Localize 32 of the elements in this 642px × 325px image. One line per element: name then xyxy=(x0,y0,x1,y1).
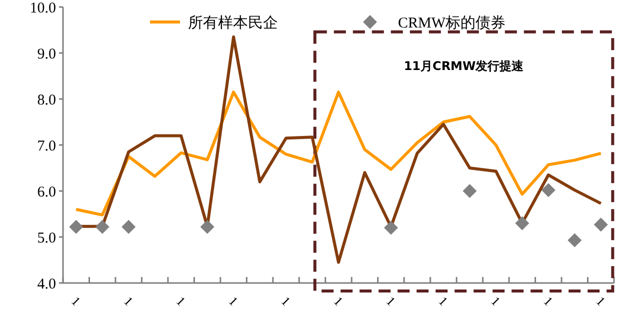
y-tick-label: 7.0 xyxy=(37,138,56,154)
x-tick-label: 1 xyxy=(120,293,136,309)
x-tick-label: 1 xyxy=(330,293,346,309)
legend-label: CRMW标的债券 xyxy=(398,14,506,32)
line-series xyxy=(74,90,602,216)
y-tick-label: 10.0 xyxy=(30,0,56,16)
x-tick-label: 1 xyxy=(173,293,189,309)
point xyxy=(568,233,582,248)
point xyxy=(95,220,110,234)
point xyxy=(200,220,214,234)
x-tick-label: 1 xyxy=(68,293,84,309)
x-tick-label: 1 xyxy=(226,293,242,309)
x-tick-label: 1 xyxy=(383,293,399,309)
y-tick-label: 6.0 xyxy=(37,184,56,200)
point xyxy=(69,220,84,234)
annotation: 11月CRMW发行提速 xyxy=(404,59,525,73)
point xyxy=(384,220,398,235)
x-tick-label: 1 xyxy=(436,293,452,309)
y-tick-label: 4.0 xyxy=(37,276,56,292)
legend-label: 所有样本民企 xyxy=(188,14,278,32)
y-tick-label: 5.0 xyxy=(37,230,56,246)
point xyxy=(515,216,530,230)
x-tick-label: 1 xyxy=(540,293,556,309)
x-tick-label: 1 xyxy=(278,293,294,309)
point xyxy=(122,220,136,234)
y-tick-label: 8.0 xyxy=(37,92,56,108)
point xyxy=(594,218,608,232)
x-tick-label: 1 xyxy=(593,293,608,309)
y-tick-label: 9.0 xyxy=(37,46,56,62)
point xyxy=(462,184,477,198)
point xyxy=(541,183,556,198)
x-tick-label: 1 xyxy=(488,293,504,309)
